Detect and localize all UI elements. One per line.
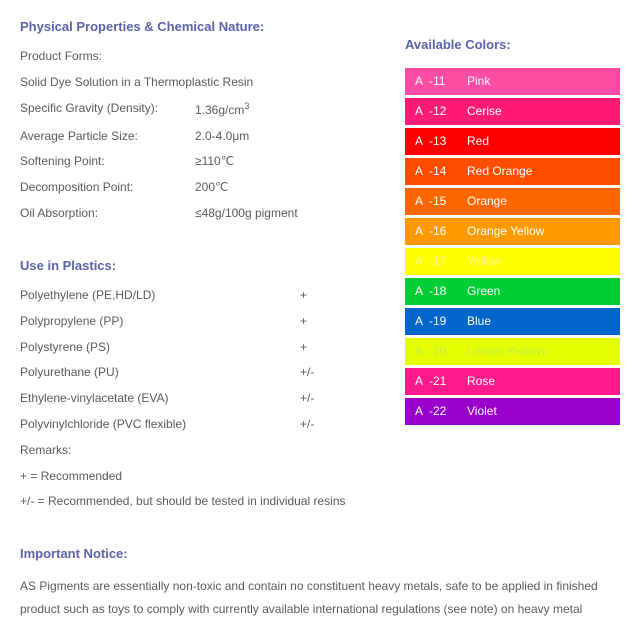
color-swatch: A-14Red Orange	[405, 158, 620, 185]
available-colors-title: Available Colors:	[405, 36, 620, 54]
swatch-code-prefix: A	[415, 103, 429, 120]
swatch-color-name: Rose	[467, 373, 495, 390]
use-row: Polystyrene (PS)+	[20, 339, 370, 356]
swatch-color-name: Violet	[467, 403, 497, 420]
swatch-code-prefix: A	[415, 373, 429, 390]
use-row: Polyvinylchloride (PVC flexible)+/-	[20, 416, 370, 433]
swatch-code-number: -12	[429, 103, 467, 120]
swatch-code-prefix: A	[415, 133, 429, 150]
property-row: Decomposition Point:200℃	[20, 179, 370, 196]
use-value: +/-	[300, 364, 314, 381]
use-label: Polystyrene (PS)	[20, 339, 300, 356]
use-row: Polyurethane (PU)+/-	[20, 364, 370, 381]
swatch-code-prefix: A	[415, 73, 429, 90]
use-value: +	[300, 287, 307, 304]
remarks-line-1: + = Recommended	[20, 468, 370, 485]
swatch-code-prefix: A	[415, 223, 429, 240]
property-label: Oil Absorption:	[20, 205, 195, 222]
swatch-code-prefix: A	[415, 283, 429, 300]
remarks-label: Remarks:	[20, 442, 370, 459]
swatch-color-name: Orange	[467, 193, 507, 210]
swatch-code-number: -20	[429, 343, 467, 360]
swatch-code-number: -13	[429, 133, 467, 150]
property-label: Softening Point:	[20, 153, 195, 170]
swatch-code-number: -11	[429, 73, 467, 90]
swatch-code-prefix: A	[415, 313, 429, 330]
swatch-color-name: Red	[467, 133, 489, 150]
use-label: Polyvinylchloride (PVC flexible)	[20, 416, 300, 433]
use-value: +/-	[300, 416, 314, 433]
swatch-code-number: -18	[429, 283, 467, 300]
swatch-code-number: -15	[429, 193, 467, 210]
property-label: Average Particle Size:	[20, 128, 195, 145]
swatch-code-number: -16	[429, 223, 467, 240]
property-value: ≤48g/100g pigment	[195, 205, 298, 222]
color-swatch: A-16Orange Yellow	[405, 218, 620, 245]
color-swatch: A-18Green	[405, 278, 620, 305]
swatch-code-prefix: A	[415, 163, 429, 180]
use-label: Polyurethane (PU)	[20, 364, 300, 381]
swatch-color-name: Blue	[467, 313, 491, 330]
important-notice-title: Important Notice:	[20, 545, 620, 563]
property-row: Softening Point:≥110℃	[20, 153, 370, 170]
use-label: Ethylene-vinylacetate (EVA)	[20, 390, 300, 407]
swatch-code-number: -14	[429, 163, 467, 180]
physical-properties-title: Physical Properties & Chemical Nature:	[20, 18, 370, 36]
swatch-code-number: -22	[429, 403, 467, 420]
swatch-code-number: -19	[429, 313, 467, 330]
property-value: ≥110℃	[195, 153, 234, 170]
property-label: Decomposition Point:	[20, 179, 195, 196]
use-in-plastics-title: Use in Plastics:	[20, 257, 370, 275]
use-label: Polypropylene (PP)	[20, 313, 300, 330]
product-forms-label: Product Forms:	[20, 48, 370, 65]
color-swatch: A-15Orange	[405, 188, 620, 215]
color-swatch: A-22Violet	[405, 398, 620, 425]
color-swatch: A-21Rose	[405, 368, 620, 395]
color-swatch: A-13Red	[405, 128, 620, 155]
swatch-code-number: -17	[429, 253, 467, 270]
product-forms-value: Solid Dye Solution in a Thermoplastic Re…	[20, 74, 370, 91]
use-label: Polyethylene (PE,HD/LD)	[20, 287, 300, 304]
swatch-color-name: Lemon Yellowy	[467, 343, 547, 360]
property-row: Specific Gravity (Density):1.36g/cm3	[20, 100, 370, 119]
swatch-code-prefix: A	[415, 193, 429, 210]
property-value: 1.36g/cm3	[195, 100, 249, 119]
swatch-code-prefix: A	[415, 403, 429, 420]
swatch-color-name: Green	[467, 283, 500, 300]
color-swatch: A-20Lemon Yellowy	[405, 338, 620, 365]
color-swatch: A-17Yellow	[405, 248, 620, 275]
remarks-line-2: +/- = Recommended, but should be tested …	[20, 493, 370, 510]
swatch-color-name: Cerise	[467, 103, 502, 120]
swatch-color-name: Orange Yellow	[467, 223, 544, 240]
use-value: +	[300, 313, 307, 330]
color-swatch: A-11Pink	[405, 68, 620, 95]
swatch-code-prefix: A	[415, 343, 429, 360]
property-row: Average Particle Size:2.0-4.0μm	[20, 128, 370, 145]
important-notice-body: AS Pigments are essentially non-toxic an…	[20, 575, 620, 621]
swatch-color-name: Red Orange	[467, 163, 532, 180]
swatch-color-name: Yellow	[467, 253, 501, 270]
use-row: Polyethylene (PE,HD/LD)+	[20, 287, 370, 304]
property-value: 2.0-4.0μm	[195, 128, 249, 145]
color-swatch: A-19Blue	[405, 308, 620, 335]
property-value: 200℃	[195, 179, 229, 196]
swatch-code-number: -21	[429, 373, 467, 390]
color-swatch: A-12Cerise	[405, 98, 620, 125]
use-row: Polypropylene (PP)+	[20, 313, 370, 330]
property-label: Specific Gravity (Density):	[20, 100, 195, 119]
property-row: Oil Absorption:≤48g/100g pigment	[20, 205, 370, 222]
swatch-code-prefix: A	[415, 253, 429, 270]
use-value: +/-	[300, 390, 314, 407]
use-row: Ethylene-vinylacetate (EVA)+/-	[20, 390, 370, 407]
use-value: +	[300, 339, 307, 356]
swatch-color-name: Pink	[467, 73, 490, 90]
